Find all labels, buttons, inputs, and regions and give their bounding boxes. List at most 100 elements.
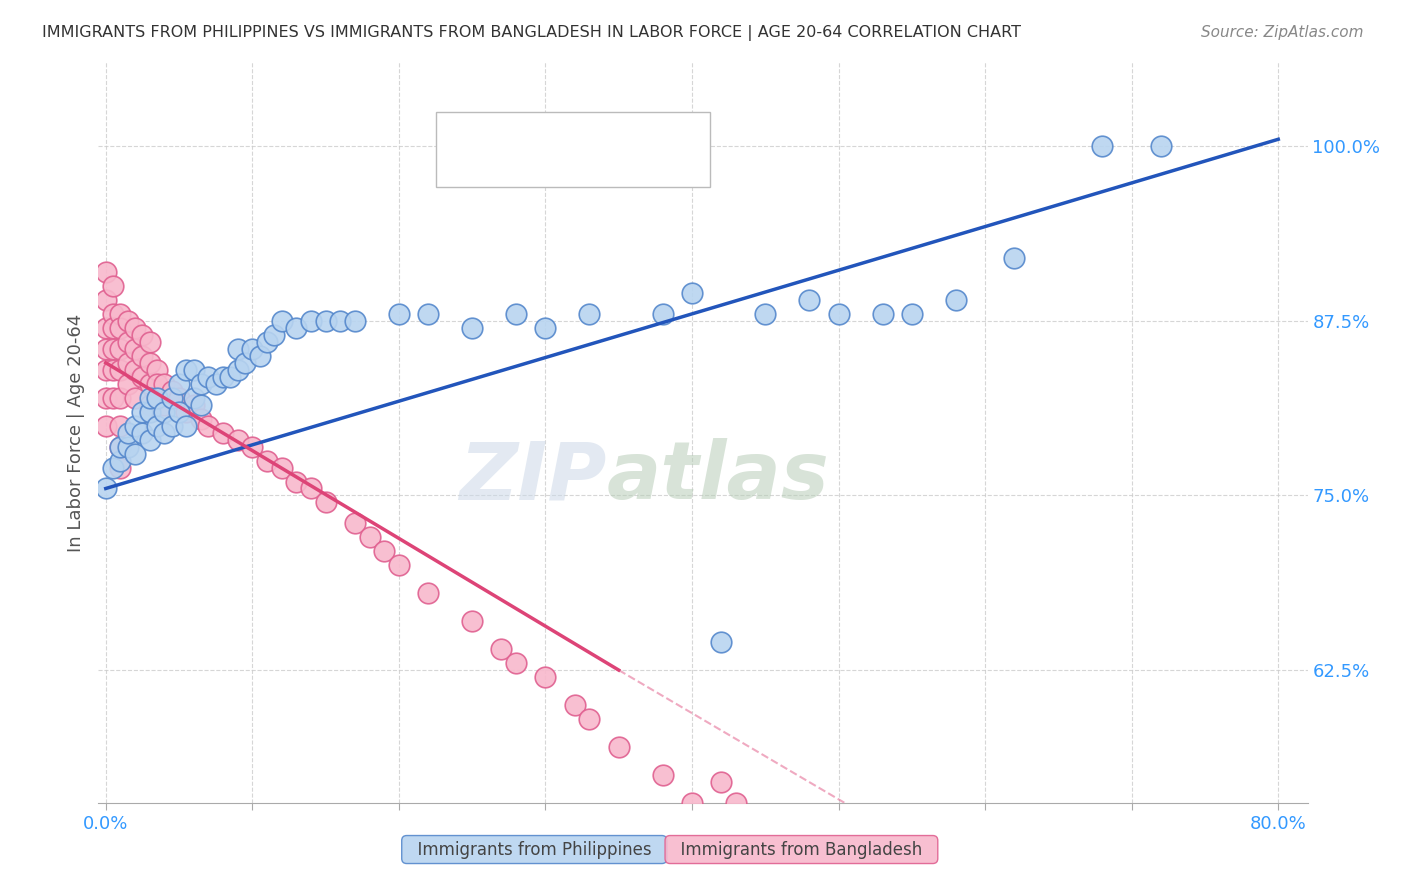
Y-axis label: In Labor Force | Age 20-64: In Labor Force | Age 20-64 [66,313,84,552]
Point [101,342,124,356]
Point [110,440,132,454]
Text: Immigrants from Philippines: Immigrants from Philippines [406,840,662,858]
Point [176,418,198,433]
Point [564,698,586,712]
Text: Source: ZipAtlas.com: Source: ZipAtlas.com [1201,25,1364,40]
Point [117,440,139,454]
Point [94,391,117,405]
Text: N = 77: N = 77 [583,155,645,173]
Point [153,405,176,419]
Point [315,495,337,509]
Text: ZIP: ZIP [458,438,606,516]
Point [681,285,703,300]
Point [388,307,411,321]
Point [724,796,747,810]
Point [1150,139,1173,153]
Point [176,405,198,419]
Point [827,307,849,321]
Point [901,838,924,852]
Point [117,334,139,349]
Point [167,376,190,391]
Point [418,586,440,600]
Point [110,321,132,335]
Point [461,321,484,335]
Point [138,376,160,391]
Point [94,418,117,433]
Point [124,363,146,377]
Point [94,293,117,307]
Point [146,418,169,433]
Point [799,293,821,307]
Point [110,440,132,454]
Point [101,307,124,321]
Point [329,314,352,328]
Point [110,418,132,433]
Point [138,398,160,412]
Point [343,516,366,531]
Point [146,391,169,405]
Point [94,363,117,377]
Point [219,369,242,384]
Point [285,321,308,335]
Point [299,482,322,496]
Point [110,342,132,356]
Point [117,425,139,440]
Point [160,391,183,405]
Text: R =: R = [479,128,516,146]
Point [124,342,146,356]
Point [94,342,117,356]
Point [124,418,146,433]
Point [124,391,146,405]
Point [110,460,132,475]
Text: ■: ■ [454,126,477,149]
Point [138,356,160,370]
Point [101,363,124,377]
Point [94,321,117,335]
Point [299,314,322,328]
Point [131,327,153,342]
Point [783,823,806,838]
Point [124,321,146,335]
Text: 0.502: 0.502 [516,128,574,146]
Text: atlas: atlas [606,438,830,516]
Text: N = 62: N = 62 [583,128,645,146]
Point [534,321,557,335]
Point [359,530,381,544]
Point [167,391,190,405]
Point [153,398,176,412]
Point [94,265,117,279]
Point [1004,251,1026,265]
Point [226,363,249,377]
Point [183,363,205,377]
Point [101,321,124,335]
Point [190,411,212,425]
Point [204,376,226,391]
Point [373,544,395,558]
Point [176,363,198,377]
Point [138,405,160,419]
Point [754,307,776,321]
Point [101,279,124,293]
Point [681,796,703,810]
Point [534,670,557,684]
Point [117,356,139,370]
Point [212,369,235,384]
Point [153,425,176,440]
Point [101,391,124,405]
Point [138,334,160,349]
Text: IMMIGRANTS FROM PHILIPPINES VS IMMIGRANTS FROM BANGLADESH IN LABOR FORCE | AGE 2: IMMIGRANTS FROM PHILIPPINES VS IMMIGRANT… [42,25,1021,41]
Point [183,391,205,405]
Point [710,635,733,649]
Point [124,446,146,460]
Point [131,425,153,440]
Point [131,349,153,363]
Point [131,405,153,419]
Point [799,838,821,852]
Point [872,307,894,321]
Point [233,356,256,370]
Point [197,418,219,433]
Point [160,384,183,398]
Point [827,830,849,845]
Text: -0.396: -0.396 [516,155,575,173]
Point [651,768,673,782]
